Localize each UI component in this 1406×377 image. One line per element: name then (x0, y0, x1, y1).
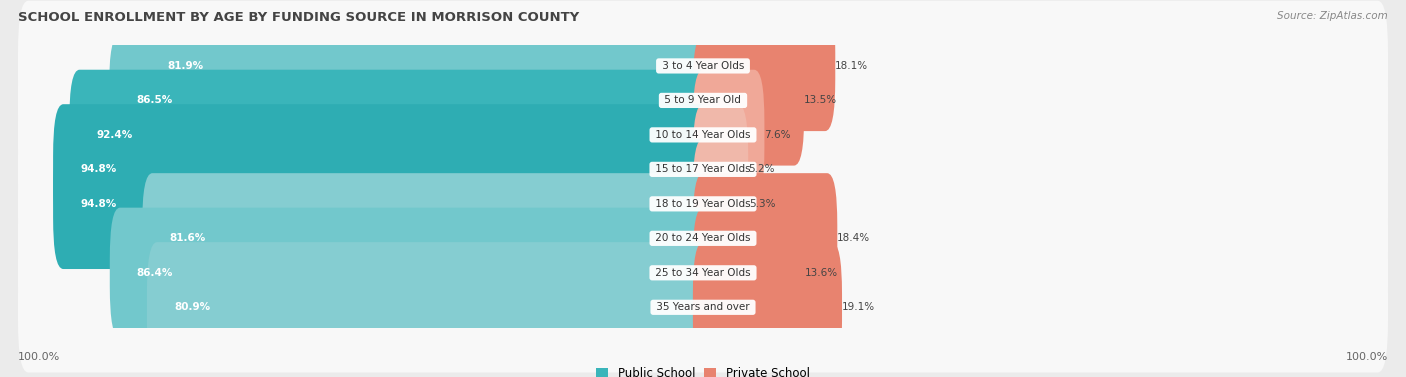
FancyBboxPatch shape (693, 35, 804, 166)
Text: 20 to 24 Year Olds: 20 to 24 Year Olds (652, 233, 754, 243)
FancyBboxPatch shape (146, 242, 713, 372)
Text: 18.4%: 18.4% (838, 233, 870, 243)
Text: 15 to 17 Year Olds: 15 to 17 Year Olds (652, 164, 754, 175)
FancyBboxPatch shape (693, 104, 748, 234)
FancyBboxPatch shape (693, 208, 804, 338)
Text: 19.1%: 19.1% (842, 302, 875, 312)
FancyBboxPatch shape (110, 35, 713, 166)
FancyBboxPatch shape (141, 1, 713, 131)
Text: 81.6%: 81.6% (169, 233, 205, 243)
Text: 7.6%: 7.6% (765, 130, 792, 140)
FancyBboxPatch shape (693, 70, 765, 200)
FancyBboxPatch shape (18, 208, 1388, 338)
FancyBboxPatch shape (18, 1, 1388, 131)
Text: 5.3%: 5.3% (749, 199, 775, 209)
FancyBboxPatch shape (18, 242, 1388, 372)
FancyBboxPatch shape (110, 208, 713, 338)
Text: 18.1%: 18.1% (835, 61, 869, 71)
Text: 3 to 4 Year Olds: 3 to 4 Year Olds (658, 61, 748, 71)
Text: 25 to 34 Year Olds: 25 to 34 Year Olds (652, 268, 754, 278)
Text: 92.4%: 92.4% (96, 130, 132, 140)
FancyBboxPatch shape (53, 104, 713, 234)
FancyBboxPatch shape (69, 70, 713, 200)
Text: 35 Years and over: 35 Years and over (652, 302, 754, 312)
Text: 5 to 9 Year Old: 5 to 9 Year Old (661, 95, 745, 106)
FancyBboxPatch shape (18, 139, 1388, 269)
FancyBboxPatch shape (18, 35, 1388, 166)
FancyBboxPatch shape (693, 1, 835, 131)
Text: 13.5%: 13.5% (804, 95, 838, 106)
FancyBboxPatch shape (693, 242, 842, 372)
Text: 18 to 19 Year Olds: 18 to 19 Year Olds (652, 199, 754, 209)
FancyBboxPatch shape (142, 173, 713, 303)
Text: 10 to 14 Year Olds: 10 to 14 Year Olds (652, 130, 754, 140)
FancyBboxPatch shape (693, 173, 838, 303)
Legend: Public School, Private School: Public School, Private School (592, 362, 814, 377)
FancyBboxPatch shape (18, 173, 1388, 303)
Text: 94.8%: 94.8% (80, 199, 117, 209)
Text: 5.2%: 5.2% (748, 164, 775, 175)
Text: 13.6%: 13.6% (804, 268, 838, 278)
Text: 86.5%: 86.5% (136, 95, 173, 106)
FancyBboxPatch shape (18, 104, 1388, 234)
Text: 100.0%: 100.0% (1346, 352, 1388, 362)
Text: SCHOOL ENROLLMENT BY AGE BY FUNDING SOURCE IN MORRISON COUNTY: SCHOOL ENROLLMENT BY AGE BY FUNDING SOUR… (18, 11, 579, 24)
FancyBboxPatch shape (693, 139, 749, 269)
Text: 81.9%: 81.9% (167, 61, 204, 71)
FancyBboxPatch shape (18, 70, 1388, 200)
Text: 94.8%: 94.8% (80, 164, 117, 175)
Text: 100.0%: 100.0% (18, 352, 60, 362)
Text: Source: ZipAtlas.com: Source: ZipAtlas.com (1277, 11, 1388, 21)
Text: 86.4%: 86.4% (136, 268, 173, 278)
Text: 80.9%: 80.9% (174, 302, 209, 312)
FancyBboxPatch shape (53, 139, 713, 269)
